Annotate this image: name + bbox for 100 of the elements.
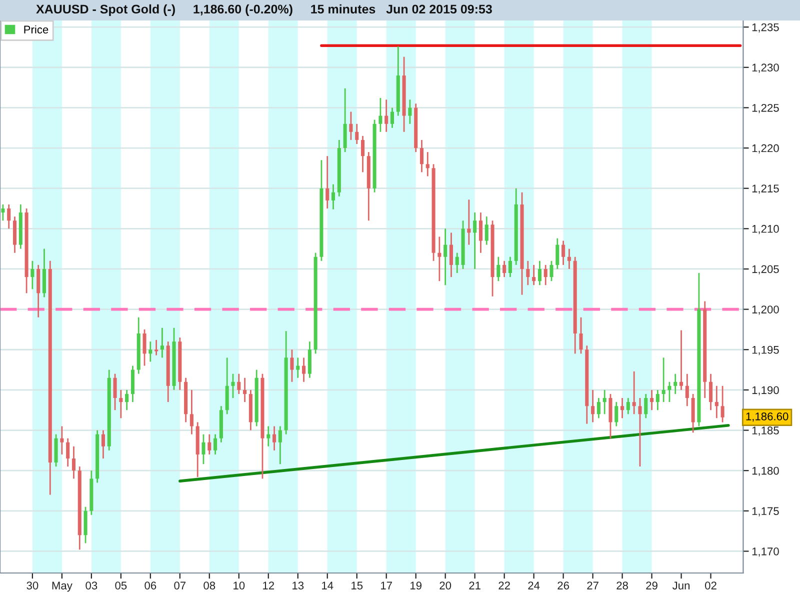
candlestick	[720, 385, 724, 423]
candlestick	[473, 212, 477, 270]
candlestick	[496, 256, 500, 282]
candlestick	[360, 135, 365, 173]
candlestick	[101, 430, 105, 460]
x-tick-label: 08	[204, 582, 216, 590]
candlestick	[708, 373, 713, 411]
candlestick	[556, 238, 560, 270]
candlestick	[148, 340, 152, 362]
y-tick-label: 1,220	[752, 144, 779, 154]
candlestick	[408, 98, 412, 125]
candlestick	[231, 373, 235, 399]
candlestick	[526, 260, 530, 286]
candlestick	[644, 393, 648, 419]
candlestick	[562, 240, 566, 266]
candlestick	[502, 260, 506, 278]
candlestick	[626, 397, 630, 415]
candlestick	[60, 426, 64, 456]
candlestick	[202, 434, 206, 465]
candlestick	[290, 348, 294, 383]
candlestick	[355, 123, 359, 145]
x-tick-label: Jun	[672, 582, 690, 590]
candlestick	[390, 107, 394, 129]
y-tick-label: 1,210	[752, 224, 779, 234]
x-tick-label: 28	[616, 582, 628, 590]
candlestick	[420, 139, 424, 173]
candlestick	[30, 260, 34, 290]
candlestick	[685, 373, 689, 407]
candlestick	[154, 339, 158, 356]
candlestick	[378, 97, 382, 133]
candlestick	[614, 401, 618, 427]
x-tick-label: 17	[381, 582, 392, 590]
x-tick-label: 12	[263, 582, 274, 590]
candlestick	[478, 212, 482, 254]
candlestick	[632, 370, 636, 415]
candlestick	[66, 438, 70, 468]
candlestick	[208, 434, 212, 456]
candlestick	[650, 389, 654, 411]
x-tick-label: 13	[292, 582, 304, 590]
x-tick-label: 14	[322, 582, 334, 590]
candlestick	[668, 381, 672, 403]
candlestick	[278, 426, 282, 465]
candlestick	[449, 232, 453, 278]
candlestick	[638, 397, 642, 468]
candlestick	[538, 260, 542, 286]
y-tick-label: 1,185	[752, 426, 779, 436]
candlestick	[444, 228, 448, 286]
x-tick-label: 27	[587, 582, 598, 590]
candlestick	[714, 385, 718, 419]
x-tick-label: 24	[528, 582, 540, 590]
candlestick	[1, 204, 5, 222]
candlestick	[302, 356, 306, 383]
text: 1,186.60	[746, 412, 788, 422]
candlestick	[113, 373, 117, 411]
candlestick	[532, 264, 536, 286]
y-tick-label: 1,205	[752, 265, 779, 274]
candlestick	[679, 330, 684, 391]
candlestick	[160, 327, 164, 358]
candlestick	[243, 377, 247, 403]
x-tick-label: 15	[352, 582, 363, 590]
y-tick-label: 1,235	[752, 23, 779, 33]
candlestick	[7, 204, 11, 230]
candlestick	[214, 434, 218, 456]
candlestick	[272, 426, 276, 452]
candlestick	[331, 184, 336, 210]
candlestick	[237, 373, 241, 395]
candlestick	[508, 256, 512, 278]
y-tick-label: 1,200	[752, 306, 779, 315]
candlestick	[190, 389, 194, 435]
y-tick-label: 1,230	[752, 64, 779, 73]
candlestick	[656, 389, 660, 411]
candlestick	[620, 397, 624, 419]
x-tick-label: 30	[26, 582, 38, 590]
candlestick	[266, 426, 270, 448]
y-tick-label: 1,170	[752, 547, 779, 557]
x-tick-label: 07	[174, 582, 186, 590]
candlestick	[484, 216, 488, 246]
candlestick	[426, 151, 430, 177]
candlestick	[349, 111, 353, 141]
x-tick-label: 22	[498, 582, 510, 590]
y-tick-label: 1,175	[752, 507, 779, 516]
candlestick	[125, 389, 129, 411]
candlestick	[550, 260, 554, 282]
chart-title: XAUUSD - Spot Gold (-) 1,186.60 (-0.20%) 15 minutes Jun 02 2015 09:53	[36, 4, 492, 16]
candlestick	[602, 389, 606, 415]
candlestick	[455, 252, 459, 274]
x-tick-label: 03	[86, 582, 98, 590]
candlestick	[567, 248, 571, 270]
candlestick	[591, 389, 595, 423]
x-tick-label: 02	[705, 582, 716, 590]
candlestick	[596, 397, 600, 419]
x-tick-label: 06	[144, 582, 156, 590]
x-tick-label: 19	[410, 582, 422, 590]
y-tick-label: 1,225	[752, 104, 779, 114]
candlestick	[662, 356, 666, 403]
candlestick	[384, 98, 388, 133]
y-tick-label: 1,190	[752, 386, 779, 396]
y-tick-label: 1,195	[752, 346, 779, 356]
y-tick-label: 1,180	[752, 466, 779, 476]
x-tick-label: 29	[646, 582, 658, 590]
